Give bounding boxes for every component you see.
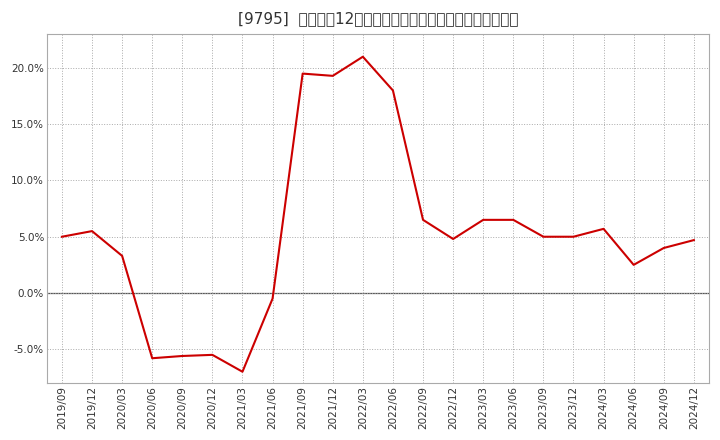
Title: [9795]  売上高の12か月移動合計の対前年同期増減率の推移: [9795] 売上高の12か月移動合計の対前年同期増減率の推移 — [238, 11, 518, 26]
